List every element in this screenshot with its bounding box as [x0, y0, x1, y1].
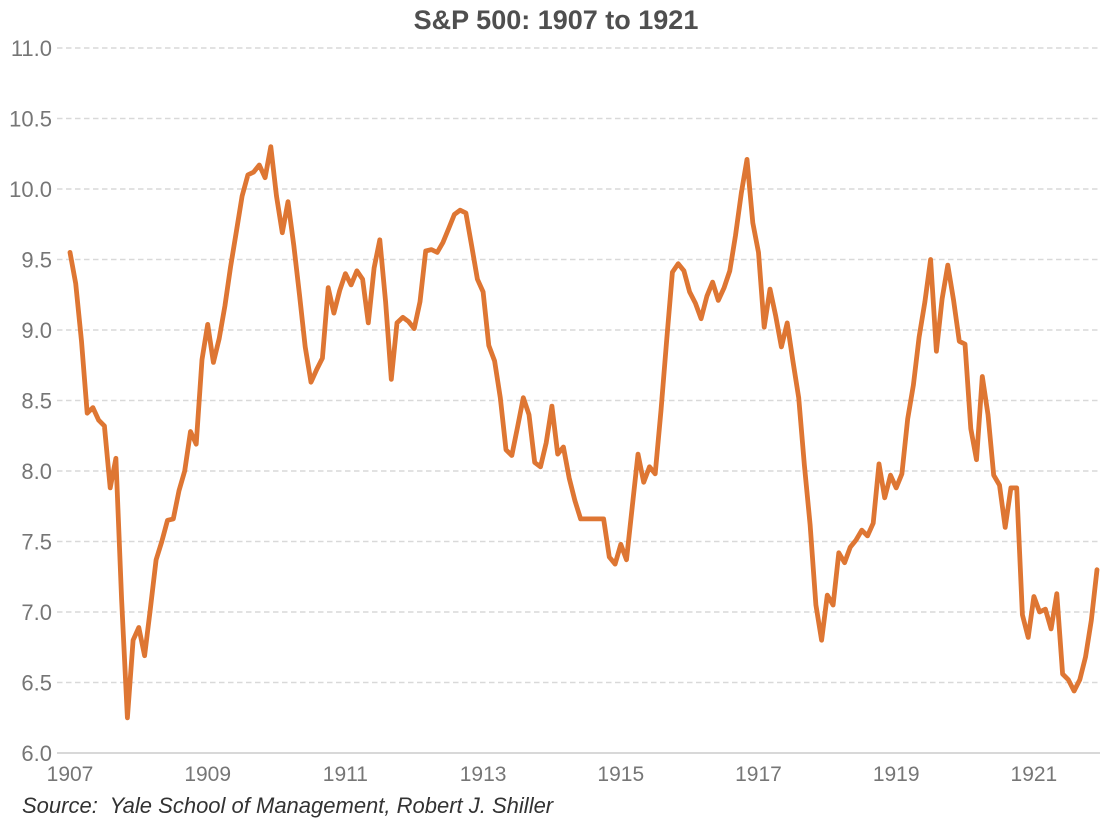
- y-axis-tick-label: 9.0: [21, 318, 52, 343]
- y-axis-tick-label: 8.0: [21, 459, 52, 484]
- y-axis-tick-label: 7.0: [21, 600, 52, 625]
- x-axis-tick-label: 1907: [47, 763, 94, 786]
- source-note: Source: Yale School of Management, Rober…: [22, 793, 554, 818]
- y-axis-tick-label: 9.5: [21, 248, 52, 273]
- y-axis-tick-label: 11.0: [11, 36, 52, 61]
- x-axis-tick-label: 1911: [323, 763, 368, 786]
- x-axis-tick-label: 1909: [184, 763, 231, 786]
- x-axis-tick-label: 1919: [873, 763, 920, 786]
- y-axis-tick-label: 7.5: [21, 530, 52, 555]
- y-axis-tick-label: 10.0: [9, 177, 52, 202]
- y-axis-tick-label: 10.5: [9, 107, 52, 132]
- y-axis-tick-label: 6.5: [21, 671, 52, 696]
- y-axis-tick-label: 8.5: [21, 389, 52, 414]
- y-axis-tick-label: 6.0: [21, 741, 52, 766]
- x-axis-tick-label: 1921: [1011, 763, 1058, 786]
- x-axis-tick-label: 1917: [735, 763, 782, 786]
- chart-title: S&P 500: 1907 to 1921: [413, 5, 699, 35]
- x-axis-tick-label: 1915: [597, 763, 644, 786]
- x-axis-tick-label: 1913: [460, 763, 507, 786]
- sp500-price-line: [67, 144, 1100, 721]
